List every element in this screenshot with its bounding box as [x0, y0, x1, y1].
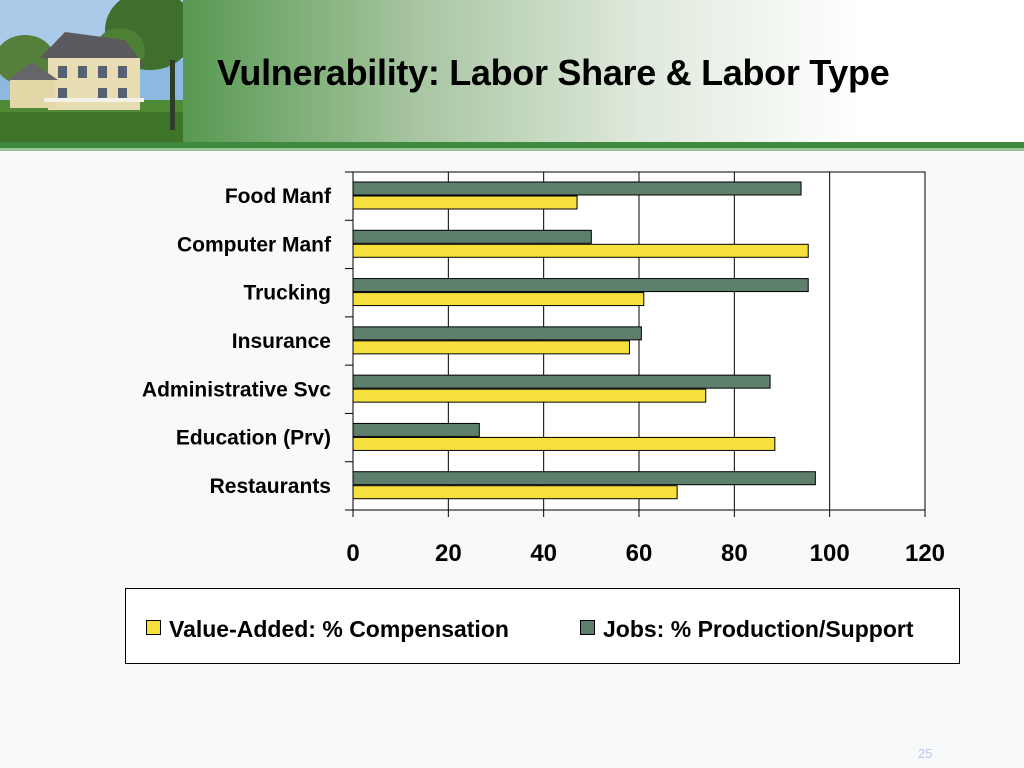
- bar-jobs-production: [352, 422, 480, 437]
- chart-legend: Value-Added: % Compensation Jobs: % Prod…: [125, 588, 960, 664]
- x-tick-label: 20: [435, 540, 462, 567]
- bar-chart: 0 20 40 60 80 100 120 Food Manf Computer Manf Tru…: [142, 171, 945, 567]
- bar-value-added-compensation: [352, 292, 645, 307]
- bar-value-added-compensation: [352, 436, 776, 451]
- x-tick-label: 40: [530, 540, 557, 567]
- bar-value-added-compensation: [352, 195, 578, 210]
- house-photo: [0, 0, 183, 142]
- plot-border: [352, 171, 926, 511]
- bar-jobs-production: [352, 229, 592, 244]
- bar-value-added-compensation: [352, 388, 707, 403]
- legend-swatch-production: [580, 620, 595, 635]
- bar-value-added-compensation: [352, 243, 809, 258]
- legend-label-production: Jobs: % Production/Support: [603, 616, 914, 642]
- x-tick-label: 0: [346, 540, 359, 567]
- header-divider-light: [0, 148, 1024, 151]
- category-label: Administrative Svc: [142, 378, 331, 401]
- x-tick-label: 120: [905, 540, 945, 567]
- category-label: Restaurants: [210, 475, 331, 498]
- legend-label-compensation: Value-Added: % Compensation: [169, 616, 509, 642]
- x-tick-label: 80: [721, 540, 748, 567]
- slide-header: Vulnerability: Labor Share & Labor Type: [0, 0, 1024, 142]
- legend-swatch-compensation: [146, 620, 161, 635]
- bar-jobs-production: [352, 278, 809, 293]
- page-number: 25: [918, 746, 933, 761]
- bar-jobs-production: [352, 374, 771, 389]
- bar-jobs-production: [352, 471, 816, 486]
- bar-jobs-production: [352, 326, 642, 341]
- category-label: Food Manf: [225, 185, 332, 208]
- header-divider: [0, 142, 1024, 148]
- x-tick-label: 60: [626, 540, 653, 567]
- category-label: Education (Prv): [176, 427, 331, 450]
- bar-value-added-compensation: [352, 340, 630, 355]
- category-label: Computer Manf: [177, 233, 332, 256]
- bar-jobs-production: [352, 181, 802, 196]
- category-label: Insurance: [232, 330, 331, 353]
- slide-title: Vulnerability: Labor Share & Labor Type: [217, 52, 890, 93]
- x-tick-label: 100: [810, 540, 850, 567]
- category-label: Trucking: [243, 282, 331, 305]
- bar-value-added-compensation: [352, 485, 678, 500]
